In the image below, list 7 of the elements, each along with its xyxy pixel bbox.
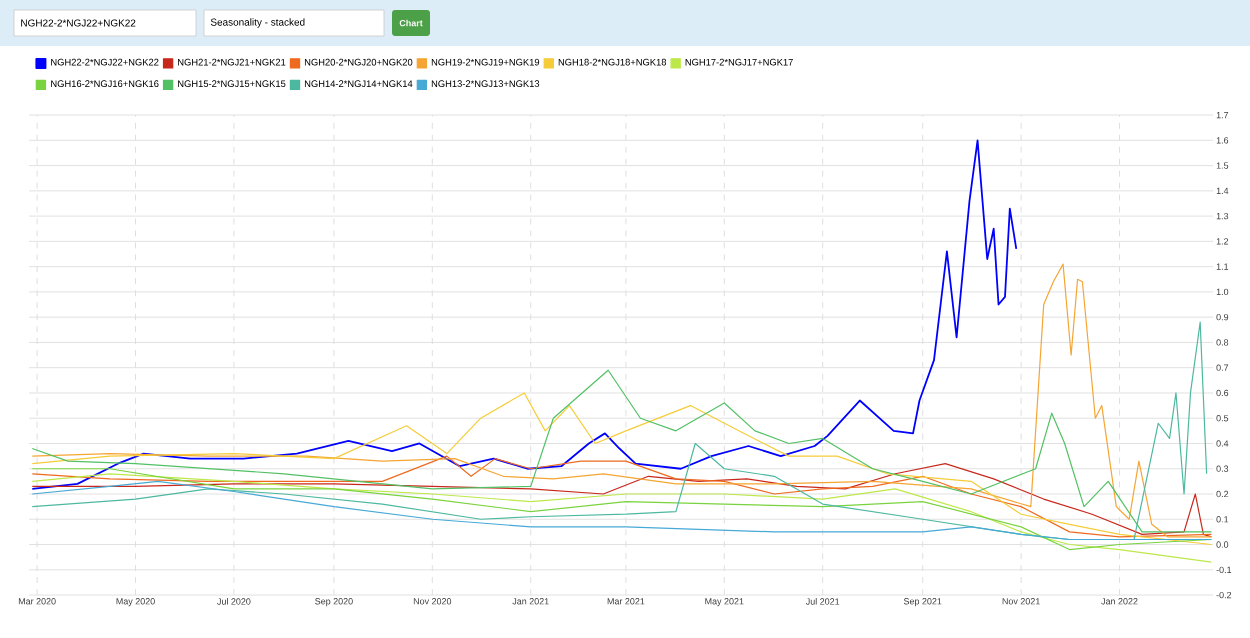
line-series — [31, 473, 1213, 563]
line-series — [31, 263, 1213, 538]
line-series — [31, 480, 1213, 541]
line-series — [31, 369, 1213, 533]
line-series — [31, 392, 1213, 546]
line-series — [31, 321, 1208, 541]
line-series — [31, 139, 1018, 490]
